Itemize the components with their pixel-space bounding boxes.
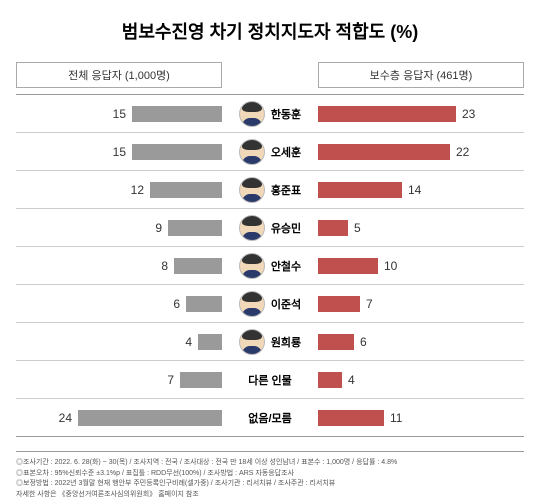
- footnote-line: ◎표본오차 : 95%신뢰수준 ±3.1%p / 표집틀 : RDD무선(100…: [16, 469, 524, 480]
- right-value: 7: [366, 297, 373, 311]
- right-bar: [318, 258, 378, 274]
- left-bar: [198, 334, 222, 350]
- footnote-line: ◎조사기간 : 2022. 6. 28(화) ~ 30(목) / 조사지역 : …: [16, 458, 524, 469]
- left-cell: 15: [16, 133, 222, 170]
- right-bar: [318, 372, 342, 388]
- chart-rows: 15 한동훈 23 15 오세훈 22 12 홍준표 14 9 유승민 5 8 안철수 10 6 이준석 7 4 원희…: [16, 94, 524, 437]
- center-cell: 다른 인물: [222, 372, 318, 388]
- avatar: [239, 215, 265, 241]
- left-value: 7: [156, 373, 174, 387]
- right-cell: 22: [318, 133, 524, 170]
- center-cell: 한동훈: [222, 101, 318, 127]
- right-value: 11: [390, 411, 402, 425]
- candidate-name: 안철수: [271, 258, 301, 274]
- avatar: [239, 291, 265, 317]
- right-bar: [318, 334, 354, 350]
- left-value: 15: [108, 145, 126, 159]
- center-cell: 없음/모름: [222, 410, 318, 426]
- center-cell: 오세훈: [222, 139, 318, 165]
- center-cell: 홍준표: [222, 177, 318, 203]
- right-cell: 14: [318, 171, 524, 208]
- right-bar: [318, 410, 384, 426]
- left-cell: 12: [16, 171, 222, 208]
- candidate-name: 오세훈: [271, 144, 301, 160]
- chart-row: 9 유승민 5: [16, 208, 524, 246]
- header-right: 보수층 응답자 (461명): [318, 62, 524, 88]
- right-cell: 7: [318, 285, 524, 322]
- avatar: [239, 101, 265, 127]
- chart-row: 4 원희룡 6: [16, 322, 524, 360]
- right-bar: [318, 106, 456, 122]
- right-cell: 6: [318, 323, 524, 360]
- left-cell: 24: [16, 399, 222, 436]
- left-bar: [174, 258, 222, 274]
- left-cell: 4: [16, 323, 222, 360]
- candidate-name: 유승민: [271, 220, 301, 236]
- right-value: 4: [348, 373, 355, 387]
- left-cell: 6: [16, 285, 222, 322]
- right-bar: [318, 182, 402, 198]
- header-left: 전체 응답자 (1,000명): [16, 62, 222, 88]
- right-value: 22: [456, 145, 469, 159]
- right-cell: 4: [318, 361, 524, 398]
- avatar: [239, 329, 265, 355]
- left-value: 12: [126, 183, 144, 197]
- right-value: 23: [462, 107, 475, 121]
- column-headers: 전체 응답자 (1,000명) 보수층 응답자 (461명): [16, 62, 524, 88]
- center-cell: 원희룡: [222, 329, 318, 355]
- center-cell: 이준석: [222, 291, 318, 317]
- footnotes: ◎조사기간 : 2022. 6. 28(화) ~ 30(목) / 조사지역 : …: [16, 451, 524, 500]
- chart-row: 15 한동훈 23: [16, 94, 524, 132]
- right-bar: [318, 220, 348, 236]
- candidate-name: 원희룡: [271, 334, 301, 350]
- right-bar: [318, 296, 360, 312]
- avatar: [239, 139, 265, 165]
- right-cell: 23: [318, 95, 524, 132]
- right-cell: 11: [318, 399, 524, 436]
- candidate-name: 한동훈: [271, 106, 301, 122]
- left-cell: 8: [16, 247, 222, 284]
- footnote-line: ◎보정방법 : 2022년 3월말 현재 행안부 주민등록인구비례(셀가중) /…: [16, 479, 524, 490]
- candidate-name: 다른 인물: [222, 372, 318, 388]
- candidate-name: 이준석: [271, 296, 301, 312]
- avatar: [239, 177, 265, 203]
- left-bar: [150, 182, 222, 198]
- chart-row: 8 안철수 10: [16, 246, 524, 284]
- chart-row: 24 없음/모름 11: [16, 398, 524, 436]
- left-value: 4: [174, 335, 192, 349]
- right-bar: [318, 144, 450, 160]
- right-value: 6: [360, 335, 367, 349]
- right-cell: 5: [318, 209, 524, 246]
- left-value: 24: [54, 411, 72, 425]
- left-bar: [132, 144, 222, 160]
- footnote-line: 자세한 사항은 《중앙선거여론조사심의위원회》 홈페이지 참조: [16, 490, 524, 501]
- left-value: 6: [162, 297, 180, 311]
- chart-row: 15 오세훈 22: [16, 132, 524, 170]
- left-value: 8: [150, 259, 168, 273]
- left-value: 9: [144, 221, 162, 235]
- chart-row: 7 다른 인물 4: [16, 360, 524, 398]
- center-cell: 유승민: [222, 215, 318, 241]
- left-bar: [132, 106, 222, 122]
- left-bar: [186, 296, 222, 312]
- left-cell: 7: [16, 361, 222, 398]
- candidate-name: 홍준표: [271, 182, 301, 198]
- center-cell: 안철수: [222, 253, 318, 279]
- left-cell: 15: [16, 95, 222, 132]
- right-value: 10: [384, 259, 397, 273]
- right-cell: 10: [318, 247, 524, 284]
- left-bar: [168, 220, 222, 236]
- left-bar: [78, 410, 222, 426]
- right-value: 5: [354, 221, 361, 235]
- chart-row: 12 홍준표 14: [16, 170, 524, 208]
- chart-row: 6 이준석 7: [16, 284, 524, 322]
- chart-title: 범보수진영 차기 정치지도자 적합도 (%): [16, 18, 524, 44]
- candidate-name: 없음/모름: [222, 410, 318, 426]
- left-value: 15: [108, 107, 126, 121]
- avatar: [239, 253, 265, 279]
- left-bar: [180, 372, 222, 388]
- right-value: 14: [408, 183, 421, 197]
- left-cell: 9: [16, 209, 222, 246]
